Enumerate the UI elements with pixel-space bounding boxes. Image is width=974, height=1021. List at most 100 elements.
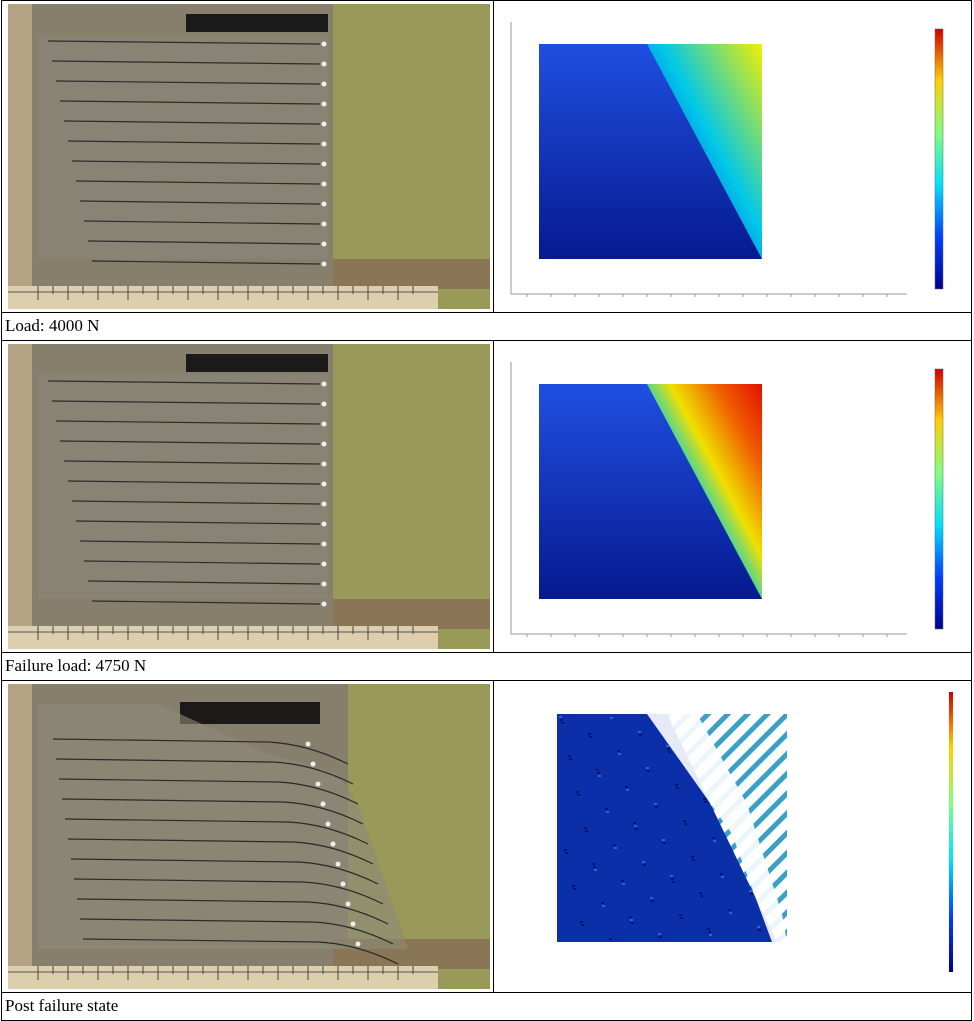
noise [675, 784, 678, 786]
noise [625, 786, 628, 788]
caption: Post failure state [1, 993, 972, 1021]
noise [683, 820, 686, 822]
noise [662, 839, 665, 841]
noise [618, 753, 621, 755]
noise [692, 859, 695, 861]
noise [601, 902, 604, 904]
loading-plate [180, 702, 320, 724]
wood-post [8, 344, 32, 649]
noise [606, 811, 609, 813]
noise [560, 719, 563, 721]
marker [322, 602, 327, 607]
slope-face [38, 374, 328, 599]
photo [8, 344, 490, 649]
noise [610, 717, 613, 719]
noise [596, 769, 599, 771]
noise [704, 801, 707, 803]
noise [707, 928, 710, 930]
noise [691, 856, 694, 858]
noise [630, 919, 633, 921]
marker [322, 162, 327, 167]
noise [602, 905, 605, 907]
noise [680, 917, 683, 919]
marker [326, 822, 331, 827]
noise [597, 772, 600, 774]
marker [322, 422, 327, 427]
noise [592, 863, 595, 865]
noise [728, 909, 731, 911]
marker [322, 382, 327, 387]
marker [322, 122, 327, 127]
ruler [8, 626, 438, 649]
noise [638, 731, 641, 733]
noise [749, 890, 752, 892]
marker [321, 802, 326, 807]
marker [322, 522, 327, 527]
noise [679, 914, 682, 916]
marker [316, 782, 321, 787]
noise [699, 892, 702, 894]
noise [617, 750, 620, 752]
marker [322, 182, 327, 187]
colorbar [949, 692, 953, 972]
marker [322, 482, 327, 487]
noise [700, 895, 703, 897]
noise [684, 823, 687, 825]
noise [758, 929, 761, 931]
sand-base [333, 259, 490, 289]
noise [676, 787, 679, 789]
colorbar [935, 369, 943, 629]
marker [322, 462, 327, 467]
noise [588, 733, 591, 735]
noise [663, 842, 666, 844]
noise [609, 938, 612, 940]
noise [720, 873, 723, 875]
noise [757, 926, 760, 928]
cell-divider [493, 341, 494, 652]
marker [336, 862, 341, 867]
noise [703, 798, 706, 800]
marker [322, 222, 327, 227]
noise [712, 837, 715, 839]
noise [708, 931, 711, 933]
marker [322, 102, 327, 107]
marker [322, 402, 327, 407]
noise [655, 806, 658, 808]
noise [605, 808, 608, 810]
noise [569, 758, 572, 760]
noise [647, 770, 650, 772]
caption: Failure load: 4750 N [1, 653, 972, 681]
noise [572, 885, 575, 887]
noise [654, 803, 657, 805]
noise [667, 748, 670, 750]
figure-table: Load: 4000 N Failure load: 4750 N [0, 0, 974, 1018]
cell-divider [493, 681, 494, 992]
noise [643, 864, 646, 866]
sand-base [333, 599, 490, 629]
noise [639, 734, 642, 736]
colorbar [935, 29, 943, 289]
noise [634, 825, 637, 827]
noise [598, 775, 601, 777]
marker [322, 442, 327, 447]
ruler [8, 966, 438, 989]
noise [721, 876, 724, 878]
noise [585, 830, 588, 832]
noise [626, 789, 629, 791]
marker [322, 142, 327, 147]
loading-plate [186, 14, 328, 32]
marker [311, 762, 316, 767]
noise [593, 866, 596, 868]
noise [573, 888, 576, 890]
noise [614, 847, 617, 849]
marker [331, 842, 336, 847]
piv-plot [497, 344, 970, 649]
noise [750, 893, 753, 895]
slope-face [38, 34, 328, 259]
noise [568, 755, 571, 757]
marker [322, 562, 327, 567]
noise [622, 883, 625, 885]
photo [8, 684, 490, 989]
noise [709, 934, 712, 936]
marker [322, 262, 327, 267]
